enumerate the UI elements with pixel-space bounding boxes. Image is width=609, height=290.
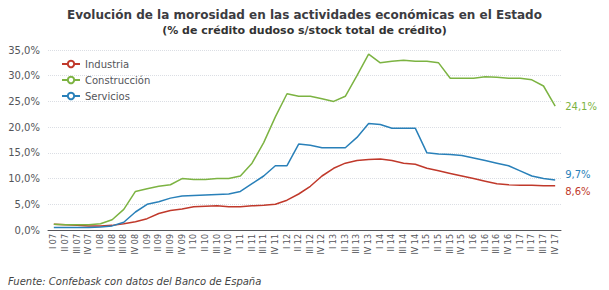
svg-text:II 12: II 12 — [294, 234, 303, 251]
svg-text:IV 12: IV 12 — [317, 234, 326, 255]
svg-text:IV 11: IV 11 — [271, 234, 280, 255]
svg-text:II 14: II 14 — [387, 234, 396, 251]
svg-text:0,0%: 0,0% — [15, 225, 40, 236]
svg-text:II 13: II 13 — [341, 234, 350, 251]
svg-text:IV 13: IV 13 — [364, 234, 373, 255]
svg-text:IV 16: IV 16 — [504, 234, 513, 255]
svg-text:III 16: III 16 — [492, 234, 501, 254]
svg-text:IV 09: IV 09 — [178, 234, 187, 255]
svg-text:Evolución de la morosidad en l: Evolución de la morosidad en las activid… — [67, 8, 542, 22]
svg-text:III 15: III 15 — [446, 234, 455, 254]
svg-text:24,1%: 24,1% — [565, 101, 597, 112]
svg-text:(% de crédito dudoso s/stock t: (% de crédito dudoso s/stock total de cr… — [162, 24, 447, 37]
svg-text:Industria: Industria — [85, 59, 129, 70]
svg-text:II 10: II 10 — [201, 234, 210, 251]
svg-text:III 12: III 12 — [306, 234, 315, 254]
svg-text:III 17: III 17 — [539, 234, 548, 254]
svg-text:IV 17: IV 17 — [551, 234, 560, 255]
svg-text:20,0%: 20,0% — [8, 122, 40, 133]
svg-text:I 11: I 11 — [236, 234, 245, 249]
svg-text:IV 08: IV 08 — [131, 234, 140, 255]
svg-text:II 11: II 11 — [248, 234, 257, 251]
svg-text:II 09: II 09 — [154, 234, 163, 251]
svg-text:IV 07: IV 07 — [84, 234, 93, 255]
svg-text:II 08: II 08 — [108, 234, 117, 251]
svg-text:5,0%: 5,0% — [15, 199, 40, 210]
svg-text:30,0%: 30,0% — [8, 70, 40, 81]
svg-text:Construcción: Construcción — [85, 75, 150, 86]
svg-text:II 16: II 16 — [481, 234, 490, 251]
svg-text:II 07: II 07 — [61, 234, 70, 251]
svg-text:II 17: II 17 — [527, 234, 536, 251]
svg-text:I 16: I 16 — [469, 234, 478, 249]
svg-text:IV 10: IV 10 — [224, 234, 233, 255]
svg-text:IV 14: IV 14 — [411, 234, 420, 255]
svg-text:III 09: III 09 — [166, 234, 175, 254]
svg-text:III 13: III 13 — [352, 234, 361, 254]
svg-text:Servicios: Servicios — [85, 91, 130, 102]
svg-text:I 07: I 07 — [49, 234, 58, 249]
svg-text:8,6%: 8,6% — [565, 186, 590, 197]
svg-text:III 11: III 11 — [259, 234, 268, 254]
svg-text:15,0%: 15,0% — [8, 147, 40, 158]
svg-text:I 15: I 15 — [422, 234, 431, 249]
svg-text:III 07: III 07 — [73, 234, 82, 254]
svg-text:10,0%: 10,0% — [8, 173, 40, 184]
svg-text:9,7%: 9,7% — [565, 169, 590, 180]
svg-text:I 08: I 08 — [96, 234, 105, 249]
svg-text:I 13: I 13 — [329, 234, 338, 249]
svg-text:IV 15: IV 15 — [457, 234, 466, 255]
svg-text:I 17: I 17 — [516, 234, 525, 249]
svg-text:III 14: III 14 — [399, 234, 408, 254]
svg-text:II 15: II 15 — [434, 234, 443, 251]
svg-text:III 10: III 10 — [213, 234, 222, 254]
svg-text:III 08: III 08 — [119, 234, 128, 254]
svg-text:I 14: I 14 — [376, 234, 385, 249]
svg-text:I 12: I 12 — [283, 234, 292, 249]
svg-text:I 10: I 10 — [189, 234, 198, 249]
svg-text:25,0%: 25,0% — [8, 96, 40, 107]
svg-text:35,0%: 35,0% — [8, 45, 40, 56]
svg-text:I 09: I 09 — [143, 234, 152, 249]
svg-text:Fuente: Confebask con datos de: Fuente: Confebask con datos del Banco de… — [8, 276, 261, 287]
